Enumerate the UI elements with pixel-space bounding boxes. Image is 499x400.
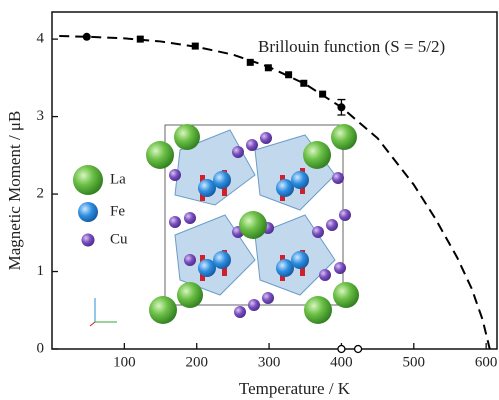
x-tick-label: 600: [475, 354, 498, 370]
x-axis-label: Temperature / K: [239, 379, 351, 398]
x-tick-label: 400: [330, 354, 353, 370]
data-point: [265, 64, 272, 71]
data-point: [337, 103, 345, 111]
x-tick-label: 300: [258, 354, 281, 370]
y-tick-label: 1: [37, 263, 45, 279]
data-point: [285, 71, 292, 78]
legend-label: Cu: [110, 231, 128, 247]
x-tick-label: 200: [185, 354, 208, 370]
legend-label: Fe: [110, 203, 125, 219]
data-point: [355, 346, 362, 353]
y-tick-label: 4: [37, 31, 45, 47]
crystal-structure-inset: [73, 124, 359, 326]
x-tick-label: 500: [403, 354, 426, 370]
data-point: [319, 91, 326, 98]
data-point: [83, 33, 91, 41]
y-axis-label: Magnetic Moment / μB: [5, 111, 24, 271]
y-tick-label: 2: [37, 185, 45, 201]
data-point: [137, 36, 144, 43]
y-tick-label: 0: [37, 340, 45, 356]
data-point: [300, 80, 307, 87]
x-tick-label: 100: [113, 354, 136, 370]
legend-label: La: [110, 171, 126, 187]
data-point: [338, 346, 345, 353]
annotation: Brillouin function (S = 5/2): [258, 37, 445, 56]
y-tick-label: 3: [37, 108, 45, 124]
data-point: [192, 43, 199, 50]
chart: 100 200 300 400 500 600 0 1 2 3 4 Temperature / K Ma…: [0, 0, 499, 400]
data-point: [247, 59, 254, 66]
